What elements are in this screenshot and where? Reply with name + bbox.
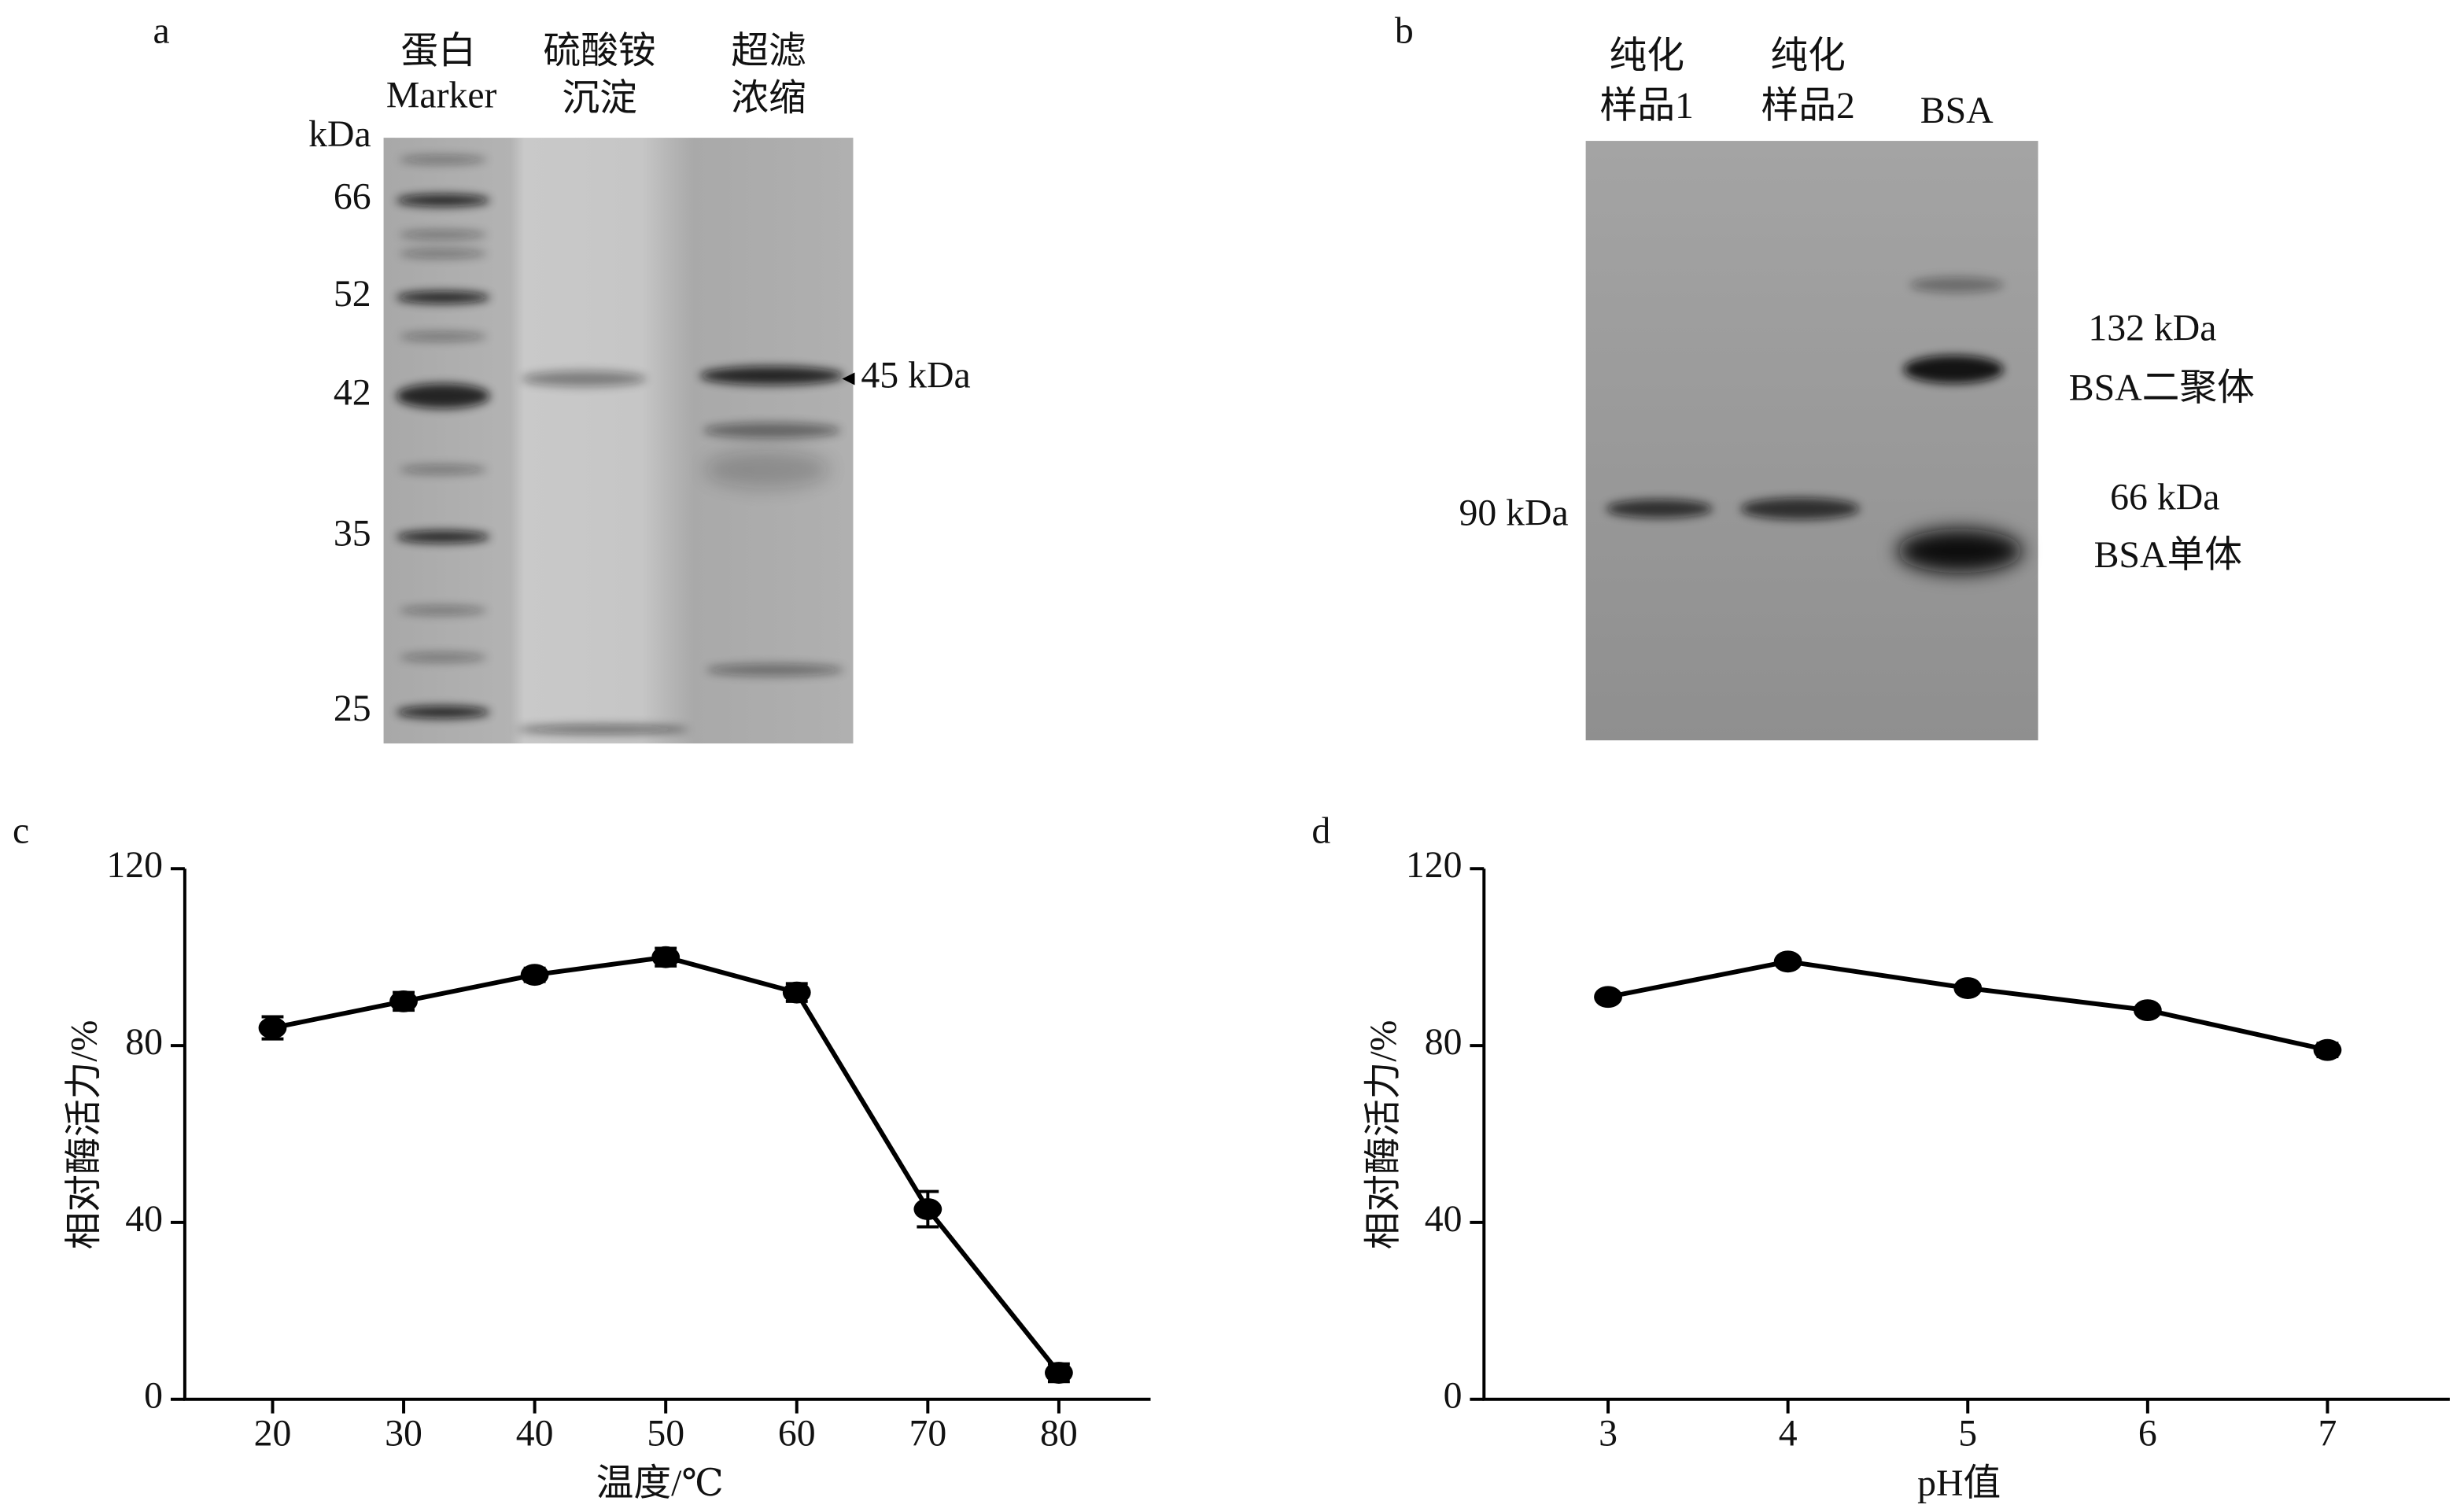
- line: [1607, 959, 2329, 1053]
- marker-label: 42: [334, 371, 371, 413]
- gel-band: [399, 605, 487, 615]
- x-tick-label: 4: [1779, 1412, 1798, 1454]
- marker-label: 66: [334, 176, 371, 218]
- point: [389, 990, 418, 1012]
- x-axis-label: 温度/℃: [596, 1462, 724, 1504]
- point: [913, 1198, 942, 1220]
- point: [1044, 1362, 1073, 1384]
- lane-label: 沉淀: [562, 77, 637, 119]
- gel-band: [396, 530, 490, 544]
- gel-band: [516, 725, 689, 735]
- y-axis-label: 相对酶活力/%: [1363, 1020, 1404, 1250]
- gel-band: [1903, 355, 2004, 384]
- x-tick-label: 60: [778, 1412, 816, 1454]
- gel-band: [1606, 499, 1713, 518]
- gel-band: [399, 331, 487, 341]
- y-axis-label: 相对酶活力/%: [63, 1020, 105, 1250]
- gel-band: [396, 291, 490, 304]
- gel-band: [396, 706, 490, 719]
- point: [1953, 977, 1983, 999]
- point: [2133, 999, 2162, 1022]
- gel-band: [399, 464, 487, 474]
- x-tick-label: 20: [254, 1412, 292, 1454]
- line: [271, 954, 1061, 1374]
- gel-band: [396, 194, 490, 207]
- point: [258, 1016, 287, 1039]
- lane-label: 纯化: [1609, 35, 1684, 77]
- marker-label: 25: [334, 688, 371, 729]
- unit-label: kDa: [308, 113, 371, 155]
- point: [782, 981, 811, 1004]
- panel-label: b: [1395, 10, 1414, 52]
- gel-band: [399, 154, 487, 164]
- gel-band: [1909, 277, 2004, 293]
- y-tick-label: 120: [106, 844, 163, 886]
- x-tick-label: 50: [647, 1412, 684, 1454]
- marker-label: 35: [334, 512, 371, 554]
- x-tick-label: 70: [909, 1412, 946, 1454]
- x-tick-label: 80: [1040, 1412, 1078, 1454]
- gel-band: [396, 383, 490, 409]
- lane-label: BSA: [1920, 90, 1994, 131]
- gel-band: [399, 249, 487, 259]
- chart: c 0 40 80 120 20 30 40 50 60 70 80 温度/℃ 相对酶活力/%: [13, 809, 1151, 1504]
- lane-label: Marker: [386, 74, 497, 116]
- lane-label: 浓缩: [731, 77, 806, 119]
- lane-label: 超滤: [731, 31, 806, 72]
- arrow: [842, 372, 855, 385]
- point: [2313, 1038, 2342, 1061]
- point: [520, 964, 549, 986]
- gel-band: [704, 451, 830, 489]
- gel-band: [399, 652, 487, 662]
- annotation: BSA单体: [2094, 534, 2242, 576]
- point: [1594, 986, 1622, 1009]
- point: [1773, 950, 1802, 973]
- y-tick-label: 40: [1425, 1198, 1463, 1240]
- gel-band: [521, 371, 647, 387]
- y-tick-label: 80: [1425, 1021, 1463, 1063]
- x-tick-label: 30: [385, 1412, 422, 1454]
- lane-label: 样品2: [1761, 85, 1854, 127]
- annotation: 66 kDa: [2110, 477, 2219, 518]
- axis: [1482, 868, 2450, 1401]
- gel-band: [699, 366, 844, 385]
- gel-band: [399, 230, 487, 240]
- annotation: 45 kDa: [861, 354, 970, 396]
- lane-label: 蛋白: [400, 31, 476, 72]
- annotation: 132 kDa: [2088, 308, 2216, 349]
- x-tick-label: 40: [516, 1412, 554, 1454]
- y-tick-label: 80: [125, 1021, 163, 1063]
- x-tick-label: 6: [2138, 1412, 2157, 1454]
- annotation: 90 kDa: [1459, 492, 1568, 534]
- gel-a: [383, 138, 854, 744]
- y-tick-label: 0: [1444, 1375, 1463, 1417]
- gel-band: [703, 422, 841, 439]
- point: [651, 946, 681, 968]
- gel-band: [1897, 529, 2023, 573]
- x-tick-label: 3: [1599, 1412, 1618, 1454]
- lane-label: 硫酸铵: [544, 31, 656, 72]
- gel-b: [1585, 141, 2038, 741]
- gel-panels: a 蛋白 Marker 硫酸铵 沉淀 超滤 浓缩 kDa 45 kDa b 纯化…: [153, 10, 2255, 744]
- x-axis-label: pH值: [1917, 1462, 2001, 1504]
- marker-label: 52: [334, 273, 371, 315]
- panel-label: c: [13, 809, 29, 851]
- y-tick-label: 40: [125, 1198, 163, 1240]
- y-tick-label: 0: [144, 1375, 163, 1417]
- x-tick-label: 5: [1958, 1412, 1977, 1454]
- chart: d 0 40 80 120 3 4 5 6 7 pH值 相对酶活力/%: [1311, 809, 2450, 1504]
- annotation: BSA二聚体: [2069, 367, 2255, 408]
- gel-band: [1740, 497, 1860, 520]
- lane-label: 纯化: [1770, 35, 1846, 77]
- y-tick-label: 120: [1406, 844, 1463, 886]
- x-tick-label: 7: [2318, 1412, 2337, 1454]
- panel-label: d: [1311, 809, 1330, 851]
- panel-label: a: [153, 10, 169, 52]
- gel-band: [706, 663, 844, 677]
- lane-label: 样品1: [1600, 85, 1694, 127]
